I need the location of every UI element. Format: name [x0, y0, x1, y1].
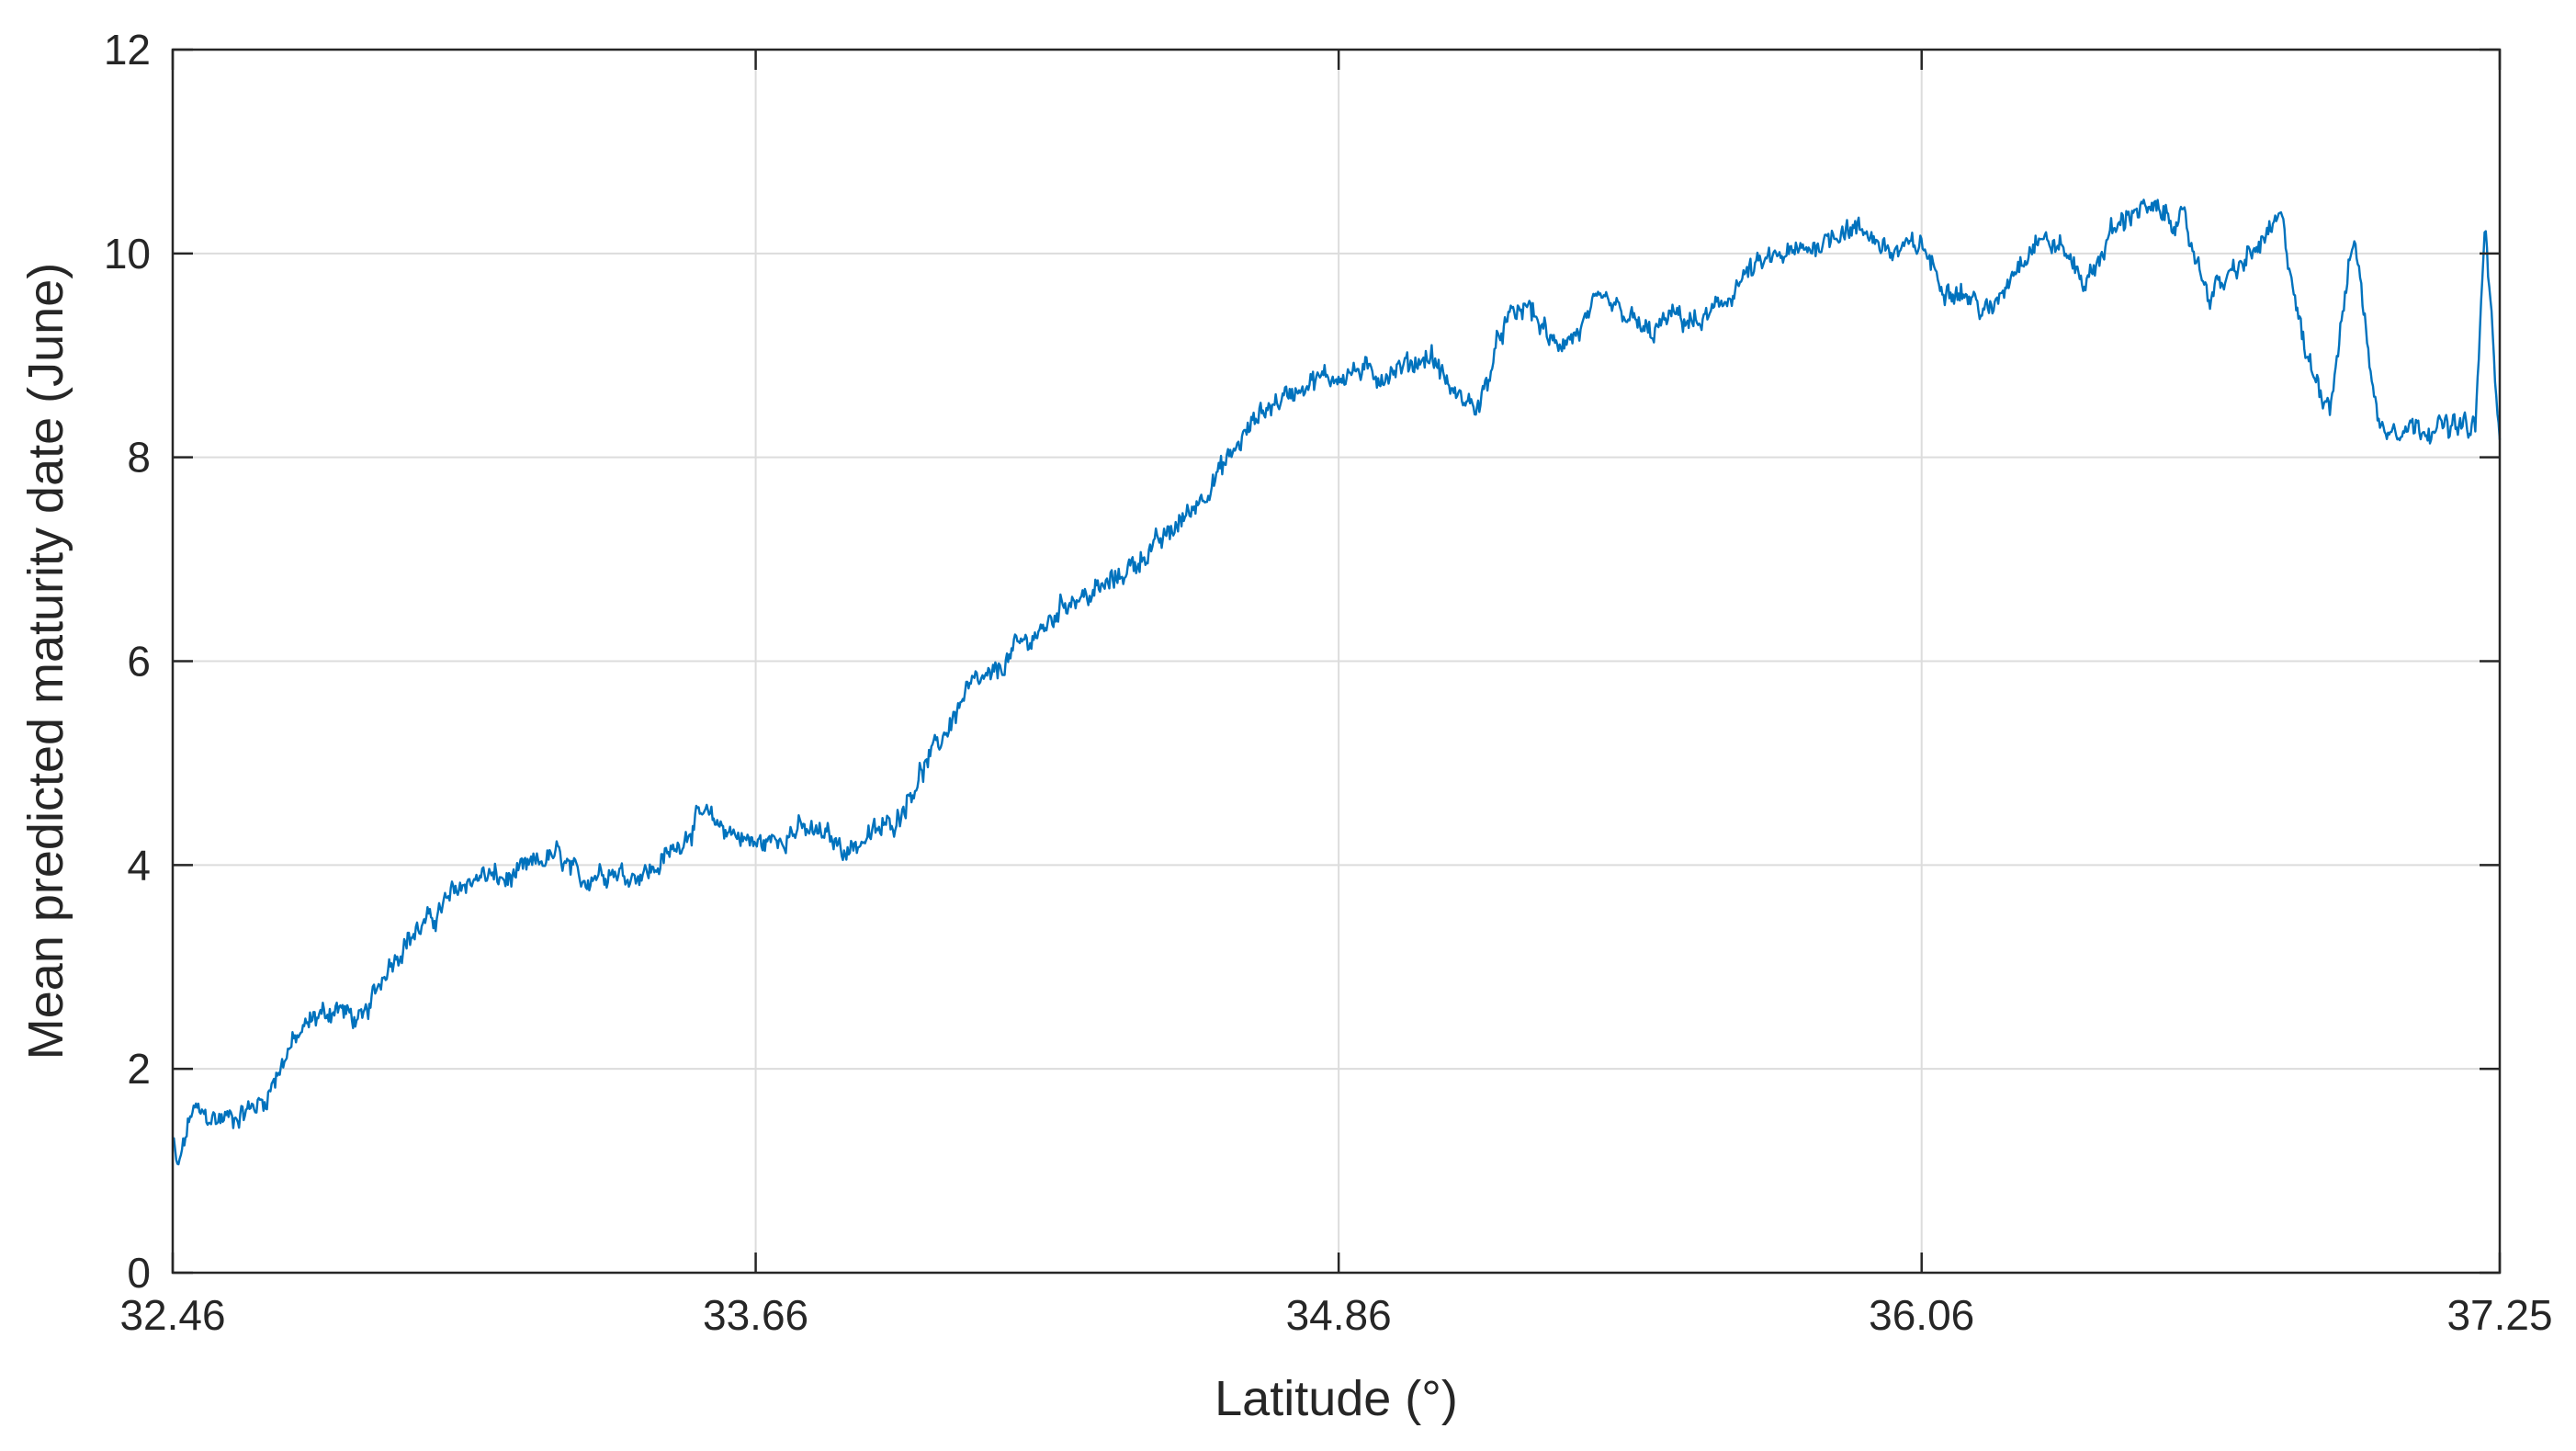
- y-tick-label: 6: [127, 638, 151, 686]
- series-line: [171, 198, 2502, 1166]
- x-tick-label: 32.46: [119, 1291, 225, 1339]
- x-tick-label: 36.06: [1869, 1291, 1974, 1339]
- x-axis-title: Latitude (°): [1215, 1371, 1458, 1426]
- y-tick-label: 10: [104, 230, 151, 278]
- y-tick-label: 12: [104, 26, 151, 74]
- x-tick-labels: 32.46 33.66 34.86 36.06 37.25: [119, 1291, 2552, 1339]
- y-tick-label: 2: [127, 1045, 151, 1093]
- axis-ticks: [171, 48, 2502, 1275]
- series-layer: [171, 198, 2502, 1166]
- y-axis-title: Mean predicted maturity date (June): [18, 263, 73, 1060]
- y-tick-labels: 0 2 4 6 8 10 12: [104, 26, 151, 1297]
- y-tick-label: 4: [127, 841, 151, 889]
- x-tick-label: 37.25: [2446, 1291, 2552, 1339]
- y-tick-label: 0: [127, 1249, 151, 1297]
- x-tick-label: 34.86: [1286, 1291, 1392, 1339]
- y-tick-label: 8: [127, 434, 151, 482]
- x-tick-label: 33.66: [703, 1291, 808, 1339]
